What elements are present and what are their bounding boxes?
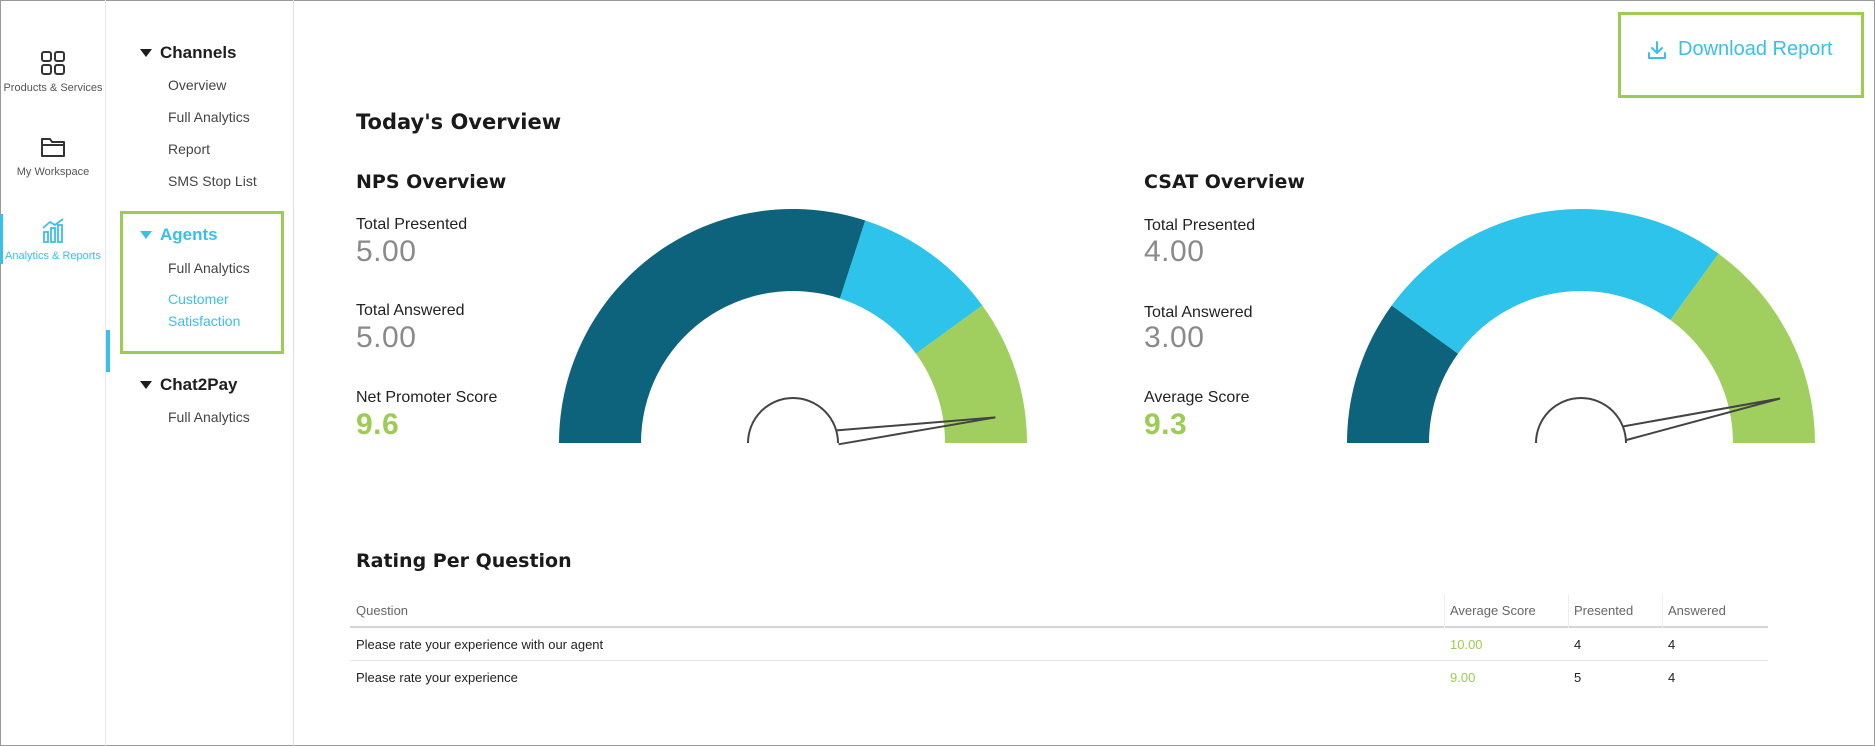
- table-header-row: Question Average Score Presented Answere…: [350, 594, 1768, 628]
- question-cell: Please rate your experience with our age…: [356, 637, 604, 652]
- caret-down-icon: [140, 231, 152, 239]
- nps-score-value: 9.6: [356, 408, 400, 441]
- nav-link-chat2pay-full-analytics[interactable]: Full Analytics: [168, 409, 250, 425]
- presented-cell: 5: [1574, 670, 1582, 685]
- nps-presented-label: Total Presented: [356, 216, 468, 233]
- nav-link-full-analytics[interactable]: Full Analytics: [168, 109, 250, 125]
- column-divider: [1662, 594, 1663, 628]
- answered-cell: 4: [1668, 670, 1676, 685]
- csat-answered-value: 3.00: [1144, 321, 1205, 354]
- nav-link-report[interactable]: Report: [168, 141, 211, 157]
- gauge-needle: [836, 416, 996, 446]
- nps-overview-title: NPS Overview: [356, 171, 507, 193]
- average-score-cell: 9.00: [1450, 670, 1476, 685]
- csat-score-value: 9.3: [1144, 408, 1188, 441]
- agents-highlight-box: [120, 211, 284, 354]
- rating-per-question-title: Rating Per Question: [356, 550, 572, 572]
- nav-group-channels: Channels Overview Full Analytics Report …: [106, 40, 294, 192]
- download-highlight-box: [1618, 12, 1864, 98]
- rail-active-indicator: [0, 214, 3, 264]
- column-header-question[interactable]: Question: [356, 603, 409, 618]
- column-header-average-score[interactable]: Average Score: [1450, 603, 1536, 618]
- rail-item-my-workspace[interactable]: My Workspace: [0, 132, 106, 178]
- gauge-band-0: [1347, 305, 1459, 443]
- nps-score-label: Net Promoter Score: [356, 389, 498, 406]
- rail-item-label: Products & Services: [3, 82, 103, 94]
- download-report-label: Download Report: [1678, 38, 1833, 60]
- column-divider: [1444, 594, 1445, 628]
- column-header-presented[interactable]: Presented: [1574, 603, 1634, 618]
- nav-group-chat2pay: Chat2Pay Full Analytics: [106, 372, 294, 428]
- table-row: Please rate your experience with our age…: [350, 628, 1768, 661]
- gauge-band-2: [915, 305, 1027, 443]
- nav-link-sms-stop-list[interactable]: SMS Stop List: [168, 173, 257, 189]
- nav-link-customer-satisfaction[interactable]: Customer Satisfaction: [168, 291, 241, 329]
- csat-presented-value: 4.00: [1144, 235, 1205, 268]
- table-row: Please rate your experience 9.00 5 4: [350, 661, 1768, 694]
- download-icon: [1648, 40, 1666, 59]
- column-header-answered[interactable]: Answered: [1668, 603, 1726, 618]
- nav-link-overview[interactable]: Overview: [168, 77, 227, 93]
- csat-overview-title: CSAT Overview: [1144, 171, 1305, 193]
- rail-item-analytics-reports[interactable]: Analytics & Reports: [0, 216, 106, 262]
- nav-group-header-agents[interactable]: Agents: [106, 222, 294, 248]
- secondary-nav: Channels Overview Full Analytics Report …: [106, 0, 294, 746]
- gauge-band-1: [839, 220, 983, 354]
- nav-group-agents: Agents Full Analytics Customer Satisfact…: [106, 222, 294, 332]
- csat-score-label: Average Score: [1144, 389, 1250, 406]
- gauge-needle: [1623, 397, 1781, 441]
- nav-group-header-channels[interactable]: Channels: [106, 40, 294, 66]
- caret-down-icon: [140, 381, 152, 389]
- presented-cell: 4: [1574, 637, 1582, 652]
- nps-answered-label: Total Answered: [356, 302, 465, 319]
- nps-gauge-chart: [559, 208, 1027, 446]
- question-cell: Please rate your experience: [356, 670, 518, 685]
- nav-link-agents-full-analytics[interactable]: Full Analytics: [168, 260, 250, 276]
- gauge-band-2: [1670, 253, 1815, 443]
- nav-group-title: Chat2Pay: [160, 375, 238, 394]
- nav-group-header-chat2pay[interactable]: Chat2Pay: [106, 372, 294, 398]
- icon-rail: Products & Services My Workspace Analyti…: [0, 0, 106, 746]
- download-report-button[interactable]: Download Report: [1646, 38, 1833, 61]
- csat-presented-label: Total Presented: [1144, 217, 1256, 234]
- nps-presented-value: 5.00: [356, 235, 417, 268]
- rail-item-label: My Workspace: [16, 166, 90, 178]
- nav-group-title: Agents: [160, 225, 218, 244]
- gauge-hub: [747, 397, 839, 444]
- nps-answered-value: 5.00: [356, 321, 417, 354]
- nav-group-title: Channels: [160, 43, 237, 62]
- rail-item-label: Analytics & Reports: [5, 250, 101, 262]
- average-score-cell: 10.00: [1450, 637, 1483, 652]
- csat-answered-label: Total Answered: [1144, 304, 1253, 321]
- folder-icon: [41, 138, 65, 157]
- caret-down-icon: [140, 49, 152, 57]
- gauge-band-0: [559, 208, 866, 443]
- answered-cell: 4: [1668, 637, 1676, 652]
- gauge-hub: [1535, 397, 1627, 444]
- bar-chart-icon: [42, 218, 64, 243]
- page-title: Today's Overview: [356, 110, 562, 134]
- csat-gauge-chart: [1347, 209, 1815, 444]
- rating-table: Question Average Score Presented Answere…: [350, 594, 1768, 694]
- column-divider: [1568, 594, 1569, 628]
- rail-item-products-services[interactable]: Products & Services: [0, 48, 106, 94]
- gauge-band-1: [1391, 209, 1719, 354]
- scroll-indicator[interactable]: [106, 330, 110, 372]
- grid-icon: [41, 51, 65, 75]
